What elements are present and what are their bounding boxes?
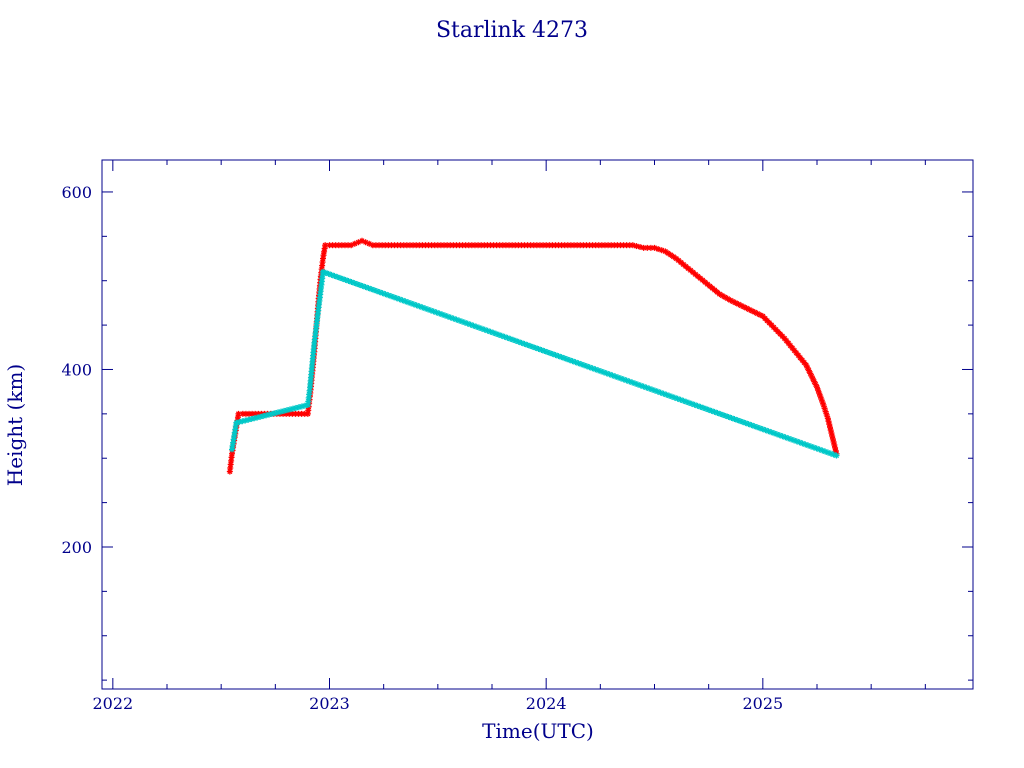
y-tick-label: 600	[61, 183, 92, 202]
data-point	[319, 259, 326, 266]
data-point	[456, 317, 463, 324]
x-tick-labels: 2022 2023 2024 2025	[92, 694, 783, 713]
y-tick-label: 200	[61, 538, 92, 557]
y-tick-labels: 200 400 600	[61, 183, 92, 557]
data-point	[776, 432, 783, 439]
x-tick-label: 2025	[742, 694, 783, 713]
x-tick-label: 2024	[526, 694, 567, 713]
data-point	[833, 452, 840, 459]
data-point	[230, 439, 237, 446]
chart-title: Starlink 4273	[436, 18, 588, 43]
data-point	[717, 410, 724, 417]
data-point	[245, 416, 252, 423]
x-axis-label: Time(UTC)	[482, 719, 594, 743]
y-axis-label: Height (km)	[3, 364, 27, 486]
y-tick-label: 400	[61, 360, 92, 379]
data-point	[427, 307, 434, 314]
x-tick-label: 2023	[309, 694, 350, 713]
data-point	[388, 293, 395, 300]
data-point	[502, 242, 509, 249]
x-tick-label: 2022	[92, 694, 133, 713]
axis-ticks	[102, 160, 973, 689]
data-points	[226, 237, 840, 475]
plot-frame	[101, 159, 974, 690]
